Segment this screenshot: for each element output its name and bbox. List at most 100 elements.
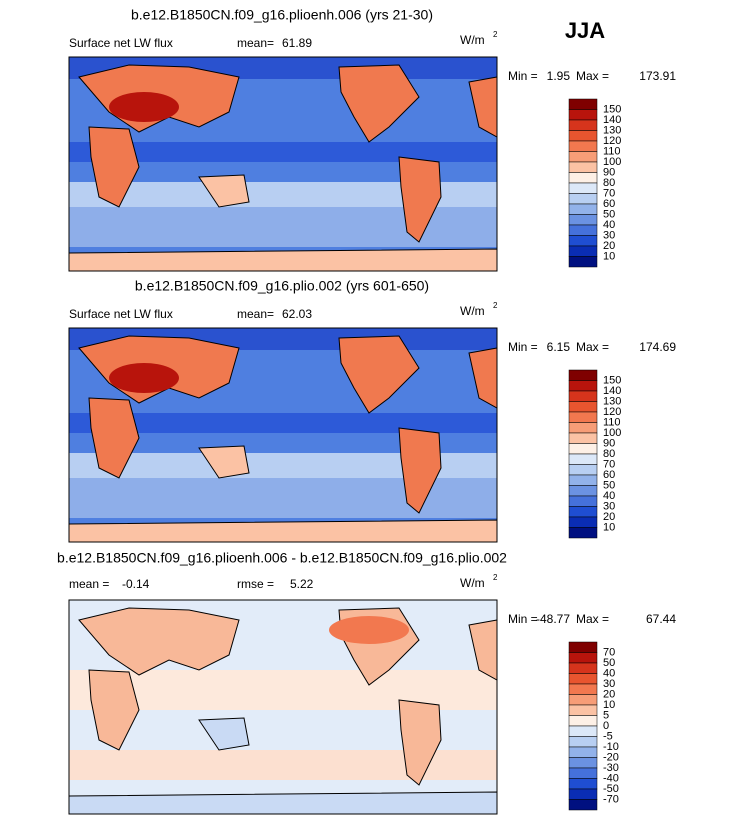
colorbar-label: -5: [603, 730, 613, 742]
mean-value: 61.89: [282, 36, 312, 50]
colorbar-box: [568, 119, 598, 131]
colorbar-box: [568, 401, 598, 413]
colorbar-box: [568, 224, 598, 236]
coastline: [88, 669, 140, 751]
ocean-band: [69, 142, 497, 162]
coastline: [398, 699, 442, 786]
colorbar-box: [568, 725, 598, 737]
units-exponent: 2: [493, 301, 498, 310]
colorbar-box: [568, 390, 598, 402]
colorbar-box: [568, 453, 598, 465]
colorbar-box: [568, 161, 598, 173]
colorbar-box: [568, 443, 598, 455]
colorbar-box: [568, 193, 598, 205]
colorbar-box: [568, 652, 598, 664]
colorbar-label: 50: [603, 208, 615, 220]
colorbar-label: 40: [603, 490, 615, 502]
ocean-band: [69, 413, 497, 433]
land: [199, 446, 249, 478]
mean-value: 62.03: [282, 307, 312, 321]
units-exponent: 2: [493, 30, 498, 39]
colorbar-box: [568, 464, 598, 476]
colorbar-label: 30: [603, 500, 615, 512]
colorbar-box: [568, 172, 598, 184]
colorbar-box: [568, 380, 598, 392]
coastline: [338, 64, 420, 143]
panel-title: b.e12.B1850CN.f09_g16.plioenh.006 (yrs 2…: [131, 7, 433, 23]
colorbar-box: [568, 683, 598, 695]
colorbar-box: [568, 214, 598, 226]
colorbar-box: [568, 235, 598, 247]
colorbar-label: -30: [603, 762, 619, 774]
colorbar-box: [568, 98, 598, 110]
hot-spot: [329, 616, 409, 644]
colorbar-label: 70: [603, 646, 615, 658]
land: [69, 249, 497, 271]
colorbar-label: 60: [603, 469, 615, 481]
colorbar-label: -10: [603, 741, 619, 753]
colorbar-label: 90: [603, 166, 615, 178]
colorbar-box: [568, 778, 598, 790]
land: [339, 65, 419, 142]
land: [199, 175, 249, 207]
variable-label: Surface net LW flux: [69, 36, 173, 50]
map-frame: [68, 327, 498, 543]
colorbar-label: 90: [603, 437, 615, 449]
max-value: 173.91: [639, 69, 676, 83]
colorbar-label: 150: [603, 374, 621, 386]
max-label: Max =: [576, 612, 609, 626]
coastline: [78, 64, 240, 133]
colorbar-label: 20: [603, 688, 615, 700]
mean-label: mean =: [69, 577, 109, 591]
colorbar-label: 5: [603, 709, 609, 721]
colorbar-box: [568, 369, 598, 381]
units: W/m: [460, 304, 485, 318]
map: [68, 599, 498, 815]
colorbar-box: [568, 673, 598, 685]
colorbar-label: 50: [603, 479, 615, 491]
season-label: JJA: [565, 18, 605, 43]
colorbar-box: [568, 715, 598, 727]
min-label: Min =: [508, 612, 538, 626]
land: [339, 336, 419, 413]
colorbar-label: 30: [603, 229, 615, 241]
units: W/m: [460, 33, 485, 47]
land: [89, 127, 139, 207]
min-value: 1.95: [547, 69, 571, 83]
colorbar-label: 80: [603, 177, 615, 189]
colorbar-box: [568, 694, 598, 706]
colorbar-box: [568, 788, 598, 800]
colorbar-label: 10: [603, 699, 615, 711]
coastline: [338, 335, 420, 414]
min-label: Min =: [508, 340, 538, 354]
colorbar-label: 50: [603, 657, 615, 669]
colorbar-box: [568, 485, 598, 497]
max-value: 67.44: [646, 612, 676, 626]
hot-spot: [109, 363, 179, 393]
colorbar-box: [568, 182, 598, 194]
colorbar-label: 120: [603, 406, 621, 418]
colorbar-box: [568, 432, 598, 444]
colorbar-label: 10: [603, 521, 615, 533]
mean-label: mean=: [237, 36, 274, 50]
colorbar-label: 0: [603, 720, 609, 732]
units: W/m: [460, 576, 485, 590]
coastline: [78, 607, 240, 676]
coastline: [88, 397, 140, 479]
colorbar-label: 70: [603, 187, 615, 199]
land: [199, 718, 249, 750]
colorbar-label: 70: [603, 458, 615, 470]
colorbar-label: 130: [603, 395, 621, 407]
coastline: [398, 156, 442, 243]
colorbar-box: [568, 256, 598, 268]
min-value: -48.77: [536, 612, 570, 626]
colorbar-label: 20: [603, 240, 615, 252]
land: [399, 157, 441, 242]
hot-spot: [109, 92, 179, 122]
coastline: [88, 126, 140, 208]
panel-title: b.e12.B1850CN.f09_g16.plio.002 (yrs 601-…: [135, 278, 429, 294]
colorbar-label: 140: [603, 114, 621, 126]
colorbar-box: [568, 474, 598, 486]
colorbar-box: [568, 109, 598, 121]
land: [469, 77, 497, 137]
